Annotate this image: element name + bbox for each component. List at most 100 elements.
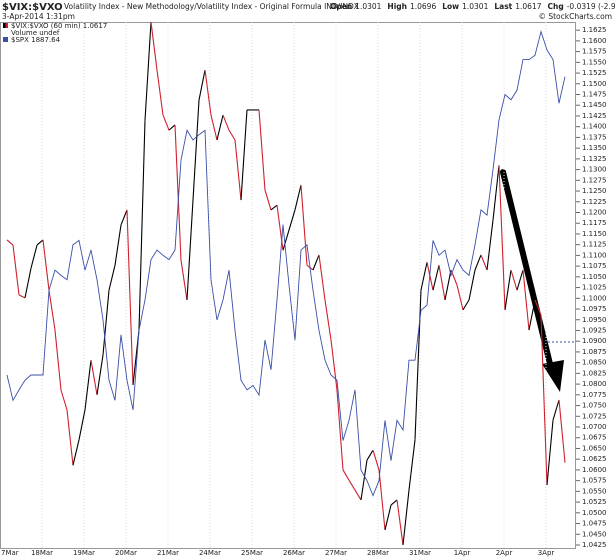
annotation-arrow (500, 169, 555, 375)
y-tick-label: 1.1150 (582, 230, 607, 238)
y-tick-label: 1.1600 (582, 37, 607, 45)
price-segment (186, 200, 194, 301)
price-segment (204, 69, 212, 116)
y-tick-label: 1.0825 (582, 369, 607, 377)
y-tick-label: 1.0600 (582, 466, 607, 474)
y-tick-label: 1.0850 (582, 359, 607, 367)
price-segment (540, 315, 548, 485)
x-tick-label: 25Mar (241, 549, 263, 557)
price-segment (264, 190, 272, 211)
price-segment (156, 69, 164, 116)
price-segment (492, 165, 500, 221)
x-tick-label: 24Mar (199, 549, 221, 557)
y-tick-label: 1.0675 (582, 434, 607, 442)
price-segment (348, 479, 356, 491)
y-tick-label: 1.1125 (582, 241, 607, 249)
y-tick-label: 1.1075 (582, 262, 607, 270)
y-tick-label: 1.0975 (582, 305, 607, 313)
stat-value: 1.0696 (410, 2, 436, 11)
price-segment (516, 269, 524, 291)
price-segment (66, 409, 74, 466)
price-segment (372, 450, 380, 471)
price-segment (474, 254, 482, 271)
y-tick-label: 1.1475 (582, 91, 607, 99)
y-tick-label: 1.0725 (582, 412, 607, 420)
y-tick-label: 1.1300 (582, 166, 607, 174)
price-segment (24, 268, 32, 298)
y-tick-label: 1.0900 (582, 337, 607, 345)
y-tick-label: 1.1200 (582, 208, 607, 216)
price-segment (480, 254, 488, 271)
stat-label: Open (330, 2, 352, 11)
x-tick-label: 7Mar (1, 549, 19, 557)
price-segment (36, 239, 44, 246)
y-tick-label: 1.0625 (582, 455, 607, 463)
price-segment (240, 109, 248, 201)
price-segment (354, 489, 362, 501)
price-segment (180, 260, 188, 301)
y-tick-label: 1.1250 (582, 187, 607, 195)
price-segment (90, 359, 98, 395)
legend-swatch (5, 23, 8, 28)
x-tick-label: 28Mar (367, 549, 389, 557)
price-segment (84, 360, 92, 410)
price-segment (234, 139, 242, 201)
price-segment (396, 499, 404, 546)
y-tick-label: 1.1500 (582, 80, 607, 88)
y-tick-label: 1.1625 (582, 26, 607, 34)
price-segment (96, 354, 104, 395)
price-segment (420, 262, 428, 291)
price-segment (522, 269, 530, 331)
price-segment (102, 290, 110, 355)
x-tick-label: 21Mar (157, 549, 179, 557)
x-tick-label: 20Mar (115, 549, 137, 557)
price-segment (378, 469, 386, 531)
price-segment (504, 269, 512, 310)
price-segment (432, 265, 440, 291)
price-segment (444, 269, 452, 301)
price-segment (324, 299, 332, 340)
y-tick-label: 1.0875 (582, 348, 607, 356)
price-segment (30, 244, 38, 269)
y-tick-label: 1.1050 (582, 273, 607, 281)
price-segment (6, 239, 14, 246)
price-segment (216, 114, 224, 141)
price-segment (144, 21, 152, 121)
y-tick-label: 1.0450 (582, 530, 607, 538)
price-segment (48, 290, 56, 331)
y-tick-label: 1.1325 (582, 155, 607, 163)
price-segment (486, 220, 494, 271)
x-tick-label: 27Mar (325, 549, 347, 557)
price-segment (468, 269, 476, 301)
price-segment (456, 284, 464, 311)
price-segment (408, 439, 416, 491)
y-tick-label: 1.1100 (582, 251, 607, 259)
annotation-arrow-head (542, 360, 564, 392)
y-tick-label: 1.0550 (582, 487, 607, 495)
y-tick-label: 1.0800 (582, 380, 607, 388)
price-segment (366, 449, 374, 461)
y-tick-label: 1.1350 (582, 144, 607, 152)
stat-value: -0.0319 (-2.91%) (567, 2, 615, 11)
legend-swatch (3, 37, 8, 42)
y-tick-label: 1.1175 (582, 219, 607, 227)
stat-label: Last (494, 2, 512, 11)
y-tick-label: 1.0750 (582, 402, 607, 410)
chart-title: $VIX:$VXO (2, 2, 63, 13)
y-tick-label: 1.1425 (582, 112, 607, 120)
price-segment (114, 224, 122, 266)
stat-label: Chg (548, 2, 564, 11)
stat-label: High (387, 2, 407, 11)
price-segment (438, 265, 446, 301)
price-segment (108, 265, 116, 291)
price-segment (534, 299, 542, 316)
x-tick-label: 19Mar (73, 549, 95, 557)
price-segment (126, 209, 134, 385)
price-segment (288, 209, 296, 231)
price-segment (78, 409, 86, 440)
watermark: © StockCharts.com (538, 12, 612, 21)
y-tick-label: 1.1450 (582, 101, 607, 109)
x-tick-label: 31Mar (409, 549, 431, 557)
y-tick-label: 1.1575 (582, 48, 607, 56)
